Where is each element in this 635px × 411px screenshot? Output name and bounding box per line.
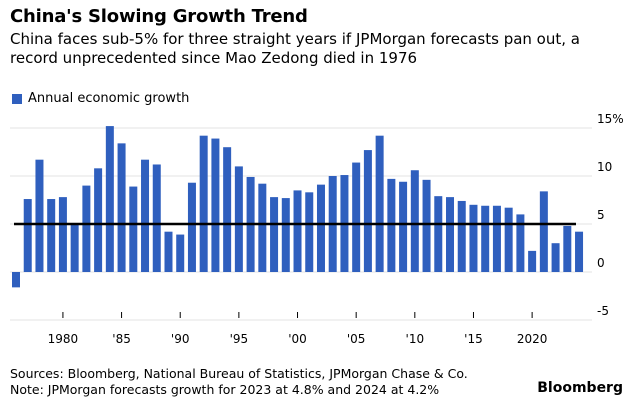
bar-1997 <box>258 183 267 272</box>
x-tick-label-8: 2020 <box>517 332 548 346</box>
x-tick-label-7: '15 <box>464 332 483 346</box>
bar-2000 <box>293 190 302 272</box>
bar-1979 <box>47 199 56 272</box>
bar-2023 <box>563 225 572 272</box>
bar-1983 <box>94 168 103 272</box>
bar-2005 <box>352 162 361 272</box>
x-tick-label-4: '00 <box>288 332 307 346</box>
bar-2012 <box>434 196 443 272</box>
bar-2008 <box>387 178 396 272</box>
legend: Annual economic growth <box>12 91 189 106</box>
bar-1985 <box>117 143 126 272</box>
bars <box>12 126 584 288</box>
bar-1995 <box>234 166 243 272</box>
bar-1992 <box>199 135 208 272</box>
bar-1998 <box>270 197 279 272</box>
bar-1989 <box>164 231 173 272</box>
legend-swatch <box>12 93 22 104</box>
y-tick-label-2: 5 <box>597 208 605 222</box>
bar-1993 <box>211 138 220 272</box>
y-tick-labels: 15% 10 5 0 -5 <box>597 112 624 318</box>
bar-2019 <box>516 214 525 272</box>
legend-label: Annual economic growth <box>28 91 190 106</box>
x-ticks: 1980 '85 '90 '95 '00 '05 '10 '15 2020 <box>48 312 548 346</box>
bar-2020 <box>528 250 537 272</box>
x-tick-label-1: '85 <box>112 332 131 346</box>
bar-2010 <box>410 170 419 272</box>
bar-2024 <box>575 231 584 272</box>
x-tick-label-5: '05 <box>347 332 366 346</box>
x-tick-label-3: '95 <box>230 332 249 346</box>
chart-title: China's Slowing Growth Trend <box>10 6 308 27</box>
bar-2001 <box>305 192 314 272</box>
x-tick-label-2: '90 <box>171 332 190 346</box>
chart-subtitle: China faces sub-5% for three straight ye… <box>10 30 580 67</box>
bar-1987 <box>141 159 150 272</box>
bar-1982 <box>82 185 91 272</box>
bar-1984 <box>105 126 114 272</box>
bar-1988 <box>152 164 161 272</box>
bar-2006 <box>363 150 372 272</box>
bar-2009 <box>399 181 408 272</box>
bar-1977 <box>23 199 32 272</box>
bar-1976 <box>12 272 20 288</box>
bar-1980 <box>58 197 67 272</box>
bar-2014 <box>457 200 466 272</box>
y-tick-label-4: -5 <box>597 304 609 318</box>
bar-2017 <box>492 205 501 272</box>
bar-2013 <box>446 197 455 272</box>
bar-2022 <box>551 243 560 272</box>
bar-2015 <box>469 204 478 272</box>
bar-1994 <box>223 147 232 272</box>
bar-2011 <box>422 179 431 272</box>
bar-2016 <box>481 205 490 272</box>
bar-2018 <box>504 207 513 272</box>
y-tick-label-1: 10 <box>597 160 612 174</box>
bloomberg-logo: Bloomberg <box>537 380 623 396</box>
sources-text: Sources: Bloomberg, National Bureau of S… <box>10 366 468 381</box>
bar-1986 <box>129 186 138 272</box>
bar-1990 <box>176 234 185 272</box>
note-text: Note: JPMorgan forecasts growth for 2023… <box>10 382 440 397</box>
bar-1999 <box>281 198 290 272</box>
y-tick-label-3: 0 <box>597 256 605 270</box>
bar-2007 <box>375 135 384 272</box>
x-tick-label-0: 1980 <box>48 332 79 346</box>
bar-1978 <box>35 159 44 272</box>
bar-2021 <box>539 191 548 272</box>
bar-1981 <box>70 223 79 272</box>
x-tick-label-6: '10 <box>406 332 425 346</box>
footer: Sources: Bloomberg, National Bureau of S… <box>10 366 468 398</box>
y-tick-label-0: 15% <box>597 112 624 126</box>
bar-1991 <box>187 182 196 272</box>
bar-2002 <box>316 184 325 272</box>
